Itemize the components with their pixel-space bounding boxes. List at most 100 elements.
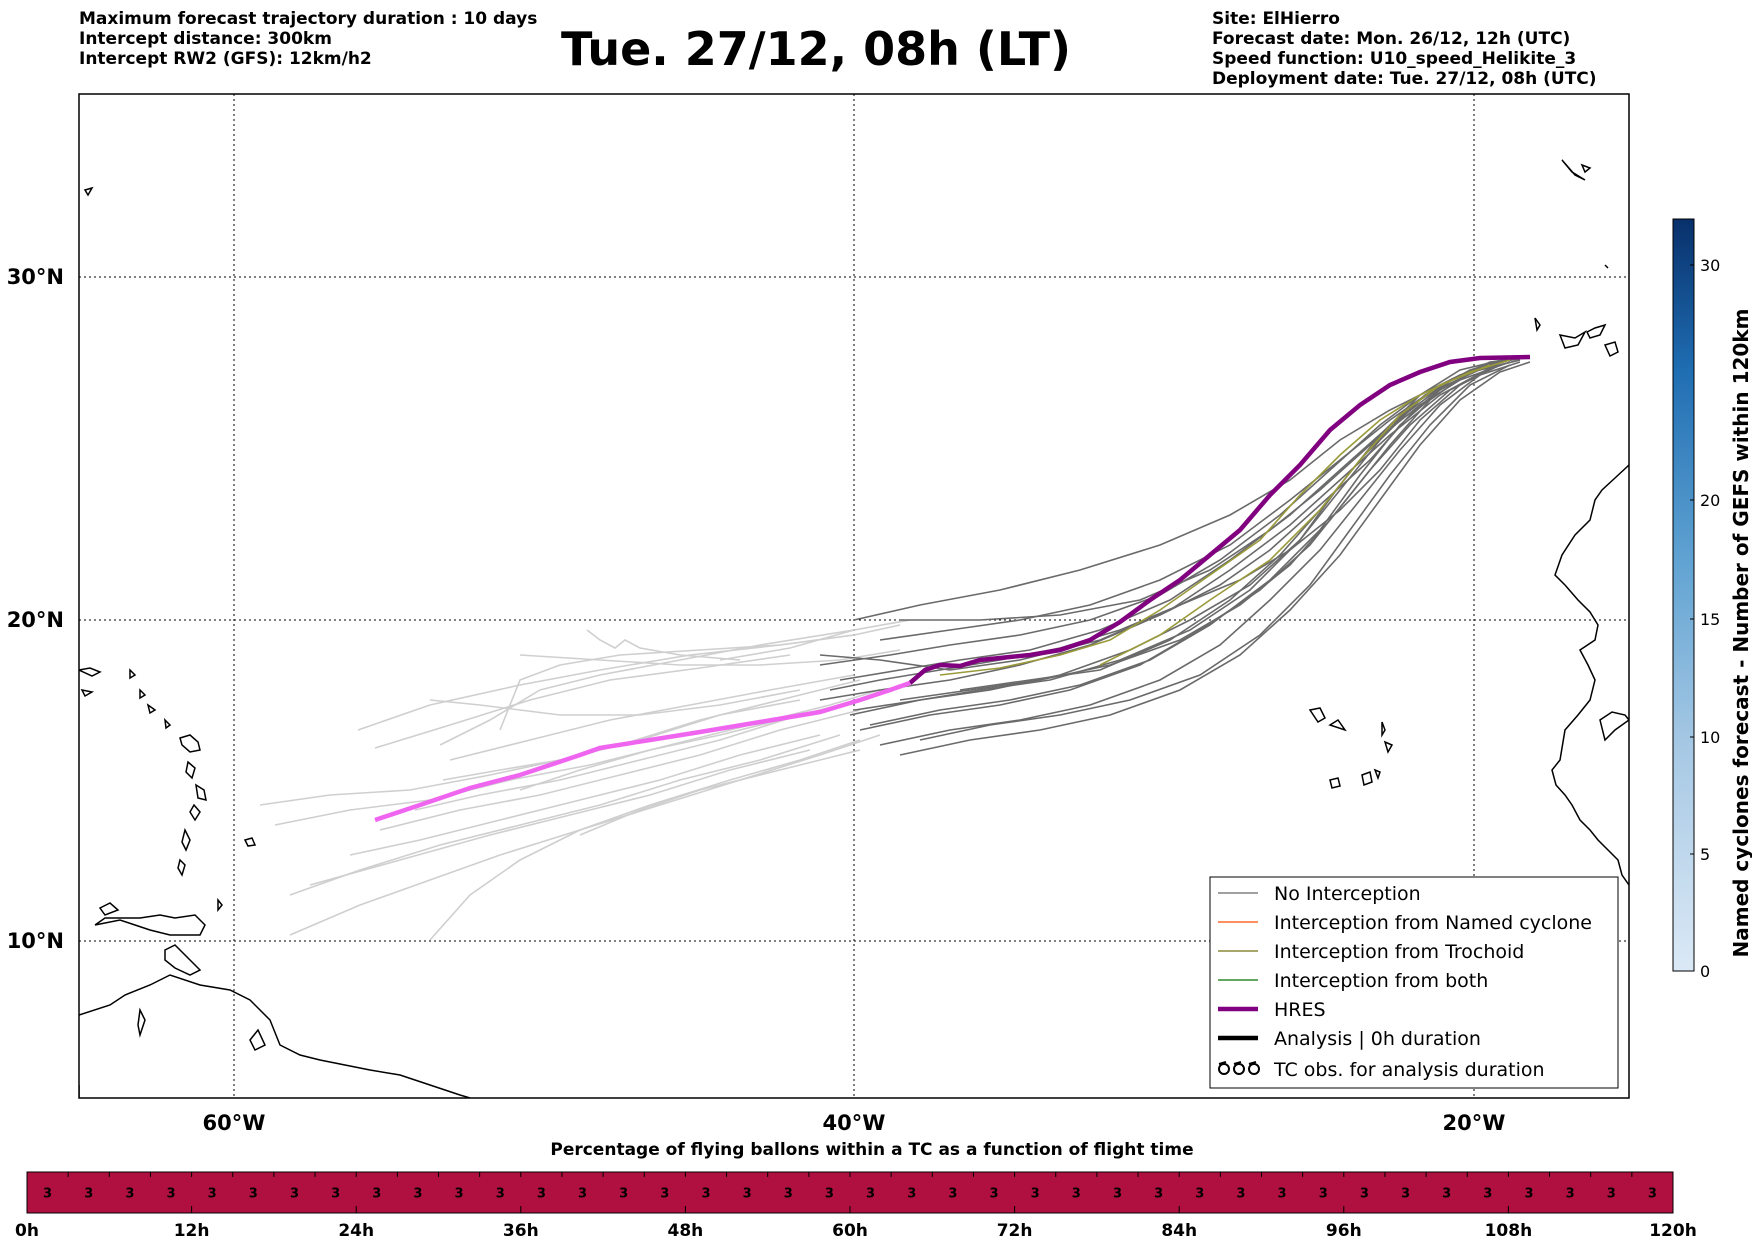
flight-time-tick-label: 108h — [1485, 1221, 1533, 1241]
colorbar-tick-5: 5 — [1700, 845, 1710, 864]
flight-time-cell-value: 3 — [866, 1187, 875, 1202]
legend-item-both: Interception from both — [1218, 970, 1488, 992]
svg-text:Interception from Trochoid: Interception from Trochoid — [1274, 941, 1524, 963]
flight-time-tick-label: 48h — [668, 1221, 704, 1241]
legend-item-analysis: Analysis | 0h duration — [1218, 1028, 1481, 1050]
legend-item-no-interception: No Interception — [1218, 883, 1421, 905]
colorbar-tick-10: 10 — [1700, 728, 1720, 747]
trajectories-grey-light — [259, 619, 911, 941]
lon-label-60w: 60°W — [203, 1111, 266, 1135]
tc-symbol-icon — [1218, 1061, 1260, 1075]
page-title: Tue. 27/12, 08h (LT) — [561, 22, 1071, 76]
svg-text:HRES: HRES — [1274, 999, 1326, 1021]
hres-trajectory-extension — [374, 680, 911, 823]
flight-time-cell-value: 3 — [537, 1187, 546, 1202]
flight-time-cell-value: 3 — [701, 1187, 710, 1202]
flight-time-cell-value: 3 — [825, 1187, 834, 1202]
flight-time-cell-value: 3 — [413, 1187, 422, 1202]
flight-time-cell-value: 3 — [208, 1187, 217, 1202]
colorbar-tick-30: 30 — [1700, 256, 1720, 275]
flight-time-cell-value: 3 — [1524, 1187, 1533, 1202]
colorbar-tick-20: 20 — [1700, 491, 1720, 510]
flight-time-cell-value: 3 — [907, 1187, 916, 1202]
svg-text:Analysis | 0h duration: Analysis | 0h duration — [1274, 1028, 1481, 1050]
flight-time-cell-value: 3 — [1319, 1187, 1328, 1202]
legend-item-trochoid: Interception from Trochoid — [1218, 941, 1524, 963]
flight-time-bar-title: Percentage of flying ballons within a TC… — [550, 1140, 1194, 1160]
flight-time-cell-value: 3 — [125, 1187, 134, 1202]
legend-item-named-cyclone: Interception from Named cyclone — [1218, 912, 1592, 934]
flight-time-cell-value: 3 — [1401, 1187, 1410, 1202]
coastlines — [79, 159, 1629, 1098]
flight-time-cell-value: 3 — [1072, 1187, 1081, 1202]
lat-label-10n: 10°N — [7, 929, 64, 953]
flight-time-cell-value: 3 — [290, 1187, 299, 1202]
flight-time-cell-value: 3 — [660, 1187, 669, 1202]
flight-time-cell-value: 3 — [784, 1187, 793, 1202]
flight-time-cell-value: 3 — [948, 1187, 957, 1202]
flight-time-cell-value: 3 — [43, 1187, 52, 1202]
lon-label-20w: 20°W — [1443, 1111, 1506, 1135]
colorbar: 0 5 10 15 20 30 Named cyclones forecast … — [1672, 218, 1752, 981]
flight-time-tick-label: 12h — [174, 1221, 210, 1241]
flight-time-cell-value: 3 — [1607, 1187, 1616, 1202]
flight-time-cell-value: 3 — [1195, 1187, 1204, 1202]
flight-time-cell-value: 3 — [167, 1187, 176, 1202]
flight-time-tick-label: 120h — [1649, 1221, 1697, 1241]
colorbar-label: Named cyclones forecast - Number of GEFS… — [1729, 309, 1752, 958]
svg-text:Interception from both: Interception from both — [1274, 970, 1488, 992]
run-info-left: Maximum forecast trajectory duration : 1… — [79, 9, 537, 69]
svg-text:TC obs. for analysis duration: TC obs. for analysis duration — [1273, 1059, 1545, 1081]
flight-time-cell-value: 3 — [249, 1187, 258, 1202]
flight-time-tick-label: 96h — [1326, 1221, 1362, 1241]
flight-time-cell-value: 3 — [1566, 1187, 1575, 1202]
site-text: Site: ElHierro — [1212, 9, 1340, 29]
flight-time-tick-label: 24h — [338, 1221, 374, 1241]
flight-time-tick-label: 0h — [15, 1221, 39, 1241]
flight-time-cell-value: 3 — [1648, 1187, 1657, 1202]
flight-time-cell-value: 3 — [1113, 1187, 1122, 1202]
intercept-rw2-text: Intercept RW2 (GFS): 12km/h2 — [79, 49, 372, 69]
flight-time-cell-value: 3 — [331, 1187, 340, 1202]
flight-time-cell-value: 3 — [990, 1187, 999, 1202]
flight-time-cell-value: 3 — [1154, 1187, 1163, 1202]
lon-label-40w: 40°W — [823, 1111, 886, 1135]
forecast-date-text: Forecast date: Mon. 26/12, 12h (UTC) — [1212, 29, 1571, 49]
run-info-right: Site: ElHierro Forecast date: Mon. 26/12… — [1212, 9, 1597, 89]
colorbar-tick-15: 15 — [1700, 610, 1720, 629]
intercept-distance-text: Intercept distance: 300km — [79, 29, 332, 49]
flight-time-cell-value: 3 — [372, 1187, 381, 1202]
flight-time-cell-value: 3 — [1483, 1187, 1492, 1202]
colorbar-tick-0: 0 — [1700, 962, 1710, 981]
svg-text:Interception from Named cyclon: Interception from Named cyclone — [1274, 912, 1592, 934]
flight-time-cell-value: 3 — [84, 1187, 93, 1202]
speed-function-text: Speed function: U10_speed_Helikite_3 — [1212, 49, 1577, 69]
legend: No Interception Interception from Named … — [1209, 876, 1619, 1089]
flight-time-tick-label: 60h — [832, 1221, 868, 1241]
trajectories-trochoid — [939, 359, 1511, 676]
max-duration-text: Maximum forecast trajectory duration : 1… — [79, 9, 538, 29]
flight-time-bar: 3 3 3 3 3 3 3 3 3 3 3 3 3 3 3 3 3 3 3 3 3 3 3 3 3 3 3 3 3 3 3 3 3 3 3 3 3 3 3 3… — [15, 1171, 1697, 1241]
legend-item-hres: HRES — [1218, 999, 1326, 1021]
flight-time-cell-value: 3 — [743, 1187, 752, 1202]
flight-time-tick-label: 72h — [997, 1221, 1033, 1241]
hres-trajectory — [908, 354, 1531, 685]
legend-item-tc-obs: TC obs. for analysis duration — [1218, 1059, 1545, 1081]
lat-label-20n: 20°N — [7, 608, 64, 632]
flight-time-cell-value: 3 — [1031, 1187, 1040, 1202]
flight-time-cell-value: 3 — [619, 1187, 628, 1202]
flight-time-tick-label: 36h — [503, 1221, 539, 1241]
colorbar-gradient — [1672, 218, 1695, 972]
flight-time-cell-value: 3 — [1360, 1187, 1369, 1202]
flight-time-cell-value: 3 — [1278, 1187, 1287, 1202]
flight-time-tick-label: 84h — [1161, 1221, 1197, 1241]
flight-time-cell-value: 3 — [578, 1187, 587, 1202]
flight-time-cell-value: 3 — [1442, 1187, 1451, 1202]
flight-time-cell-value: 3 — [496, 1187, 505, 1202]
lat-label-30n: 30°N — [7, 265, 64, 289]
flight-time-cell-value: 3 — [1236, 1187, 1245, 1202]
svg-text:No Interception: No Interception — [1274, 883, 1421, 905]
deployment-date-text: Deployment date: Tue. 27/12, 08h (UTC) — [1212, 69, 1597, 89]
flight-time-cell-value: 3 — [455, 1187, 464, 1202]
